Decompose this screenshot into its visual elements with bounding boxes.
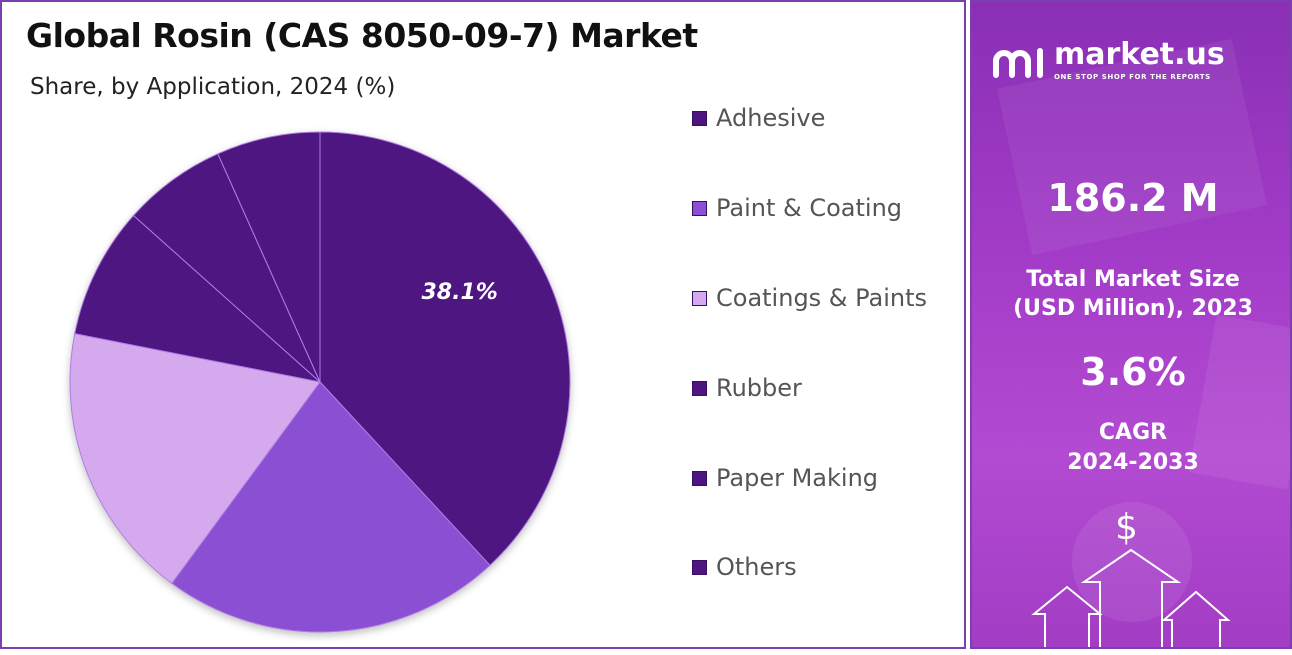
legend-item-paper-making: Paper Making <box>692 464 878 492</box>
legend-swatch <box>692 380 707 396</box>
legend-label: Adhesive <box>716 104 826 132</box>
legend-label: Rubber <box>716 374 802 402</box>
legend-swatch <box>692 290 707 306</box>
dollar-icon: $ <box>1115 507 1138 548</box>
legend-swatch <box>692 470 707 486</box>
legend-label: Paint & Coating <box>716 194 903 222</box>
chart-title: Global Rosin (CAS 8050-09-7) Market <box>26 16 698 55</box>
legend-label: Others <box>716 553 797 581</box>
cagr-label-line1: CAGR <box>1098 420 1168 445</box>
legend-swatch <box>692 559 707 575</box>
legend-label: Coatings & Paints <box>716 284 928 312</box>
legend-swatch <box>692 110 707 126</box>
pie-slice-others <box>217 131 321 383</box>
brand-text: market.us ONE STOP SHOP FOR THE REPORTS <box>1054 37 1225 82</box>
pie-slice-paint-coating <box>171 381 491 633</box>
chart-subtitle: Share, by Application, 2024 (%) <box>30 74 396 100</box>
pie-slice-adhesive <box>319 131 571 567</box>
legend-item-rubber: Rubber <box>692 374 802 402</box>
legend-item-adhesive: Adhesive <box>692 104 825 132</box>
legend-label: Paper Making <box>716 464 879 492</box>
legend-item-coatings-paints: Coatings & Paints <box>692 284 927 312</box>
cagr-label-line2: 2024-2033 <box>1067 450 1199 475</box>
legend-swatch <box>692 200 707 216</box>
cagr-value: 3.6% <box>1080 350 1186 394</box>
pie-chart: 38.1% <box>69 131 571 633</box>
legend-item-others: Others <box>692 553 797 581</box>
brand-name: market.us <box>1054 37 1225 72</box>
legend-item-paint-coating: Paint & Coating <box>692 194 902 222</box>
market-size-value: 186.2 M <box>1047 176 1219 220</box>
pie-slice-coatings-paints <box>69 333 321 585</box>
market-us-logo-icon <box>993 47 1043 78</box>
brand-logo: market.us ONE STOP SHOP FOR THE REPORTS <box>992 40 1225 81</box>
market-size-label-line1: Total Market Size <box>1026 267 1240 292</box>
pie-slice-rubber <box>74 214 322 383</box>
brand-tagline: ONE STOP SHOP FOR THE REPORTS <box>1054 73 1211 81</box>
pie-data-label: 38.1% <box>421 280 497 305</box>
growth-arrows-icon <box>1031 548 1231 647</box>
market-size-label-line2: (USD Million), 2023 <box>1013 296 1253 321</box>
chart-panel: Global Rosin (CAS 8050-09-7) Market Shar… <box>0 0 966 649</box>
summary-panel: market.us ONE STOP SHOP FOR THE REPORTS … <box>970 0 1292 649</box>
